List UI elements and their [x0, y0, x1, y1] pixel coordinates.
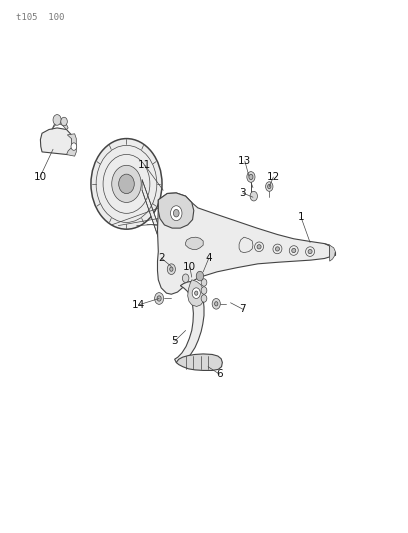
Circle shape	[155, 293, 164, 304]
Polygon shape	[142, 180, 159, 240]
Polygon shape	[188, 280, 204, 306]
Text: 2: 2	[158, 253, 164, 263]
Circle shape	[268, 184, 271, 189]
Ellipse shape	[275, 247, 279, 251]
Polygon shape	[239, 237, 253, 253]
Polygon shape	[186, 237, 203, 249]
Ellipse shape	[289, 246, 298, 255]
Circle shape	[157, 296, 161, 301]
Text: 11: 11	[138, 160, 151, 170]
Ellipse shape	[119, 174, 134, 193]
Circle shape	[249, 174, 253, 180]
Circle shape	[61, 117, 67, 126]
Circle shape	[195, 291, 198, 295]
Circle shape	[212, 298, 220, 309]
Circle shape	[167, 264, 175, 274]
Text: 1: 1	[298, 213, 304, 222]
Text: 4: 4	[206, 253, 212, 263]
Circle shape	[201, 295, 207, 302]
Circle shape	[247, 172, 255, 182]
Text: 3: 3	[239, 188, 246, 198]
Ellipse shape	[257, 245, 261, 249]
Polygon shape	[158, 193, 194, 228]
Ellipse shape	[255, 242, 264, 252]
Circle shape	[266, 182, 273, 191]
Text: t105  100: t105 100	[16, 13, 65, 22]
Text: 10: 10	[183, 262, 196, 271]
Text: 5: 5	[171, 336, 178, 346]
Polygon shape	[175, 281, 204, 364]
Ellipse shape	[292, 248, 296, 253]
Polygon shape	[176, 354, 222, 370]
Polygon shape	[324, 244, 335, 261]
Ellipse shape	[112, 165, 141, 203]
Text: 6: 6	[216, 369, 223, 379]
Ellipse shape	[173, 209, 179, 217]
Circle shape	[201, 287, 207, 294]
Text: 13: 13	[238, 156, 251, 166]
Ellipse shape	[91, 139, 162, 229]
Text: 12: 12	[267, 172, 280, 182]
Circle shape	[170, 267, 173, 271]
Text: 10: 10	[33, 172, 47, 182]
Circle shape	[215, 302, 218, 306]
Ellipse shape	[308, 249, 312, 254]
Ellipse shape	[306, 247, 315, 256]
Circle shape	[196, 271, 204, 281]
Circle shape	[53, 115, 61, 125]
Ellipse shape	[171, 206, 182, 221]
Circle shape	[71, 143, 77, 150]
Circle shape	[201, 279, 207, 286]
Polygon shape	[67, 134, 76, 156]
Text: 14: 14	[132, 300, 145, 310]
Text: 7: 7	[239, 304, 246, 314]
Polygon shape	[52, 119, 68, 130]
Polygon shape	[157, 193, 330, 294]
Circle shape	[250, 191, 257, 201]
Polygon shape	[40, 128, 72, 155]
Ellipse shape	[273, 244, 282, 254]
Circle shape	[192, 288, 200, 298]
Circle shape	[182, 274, 189, 282]
